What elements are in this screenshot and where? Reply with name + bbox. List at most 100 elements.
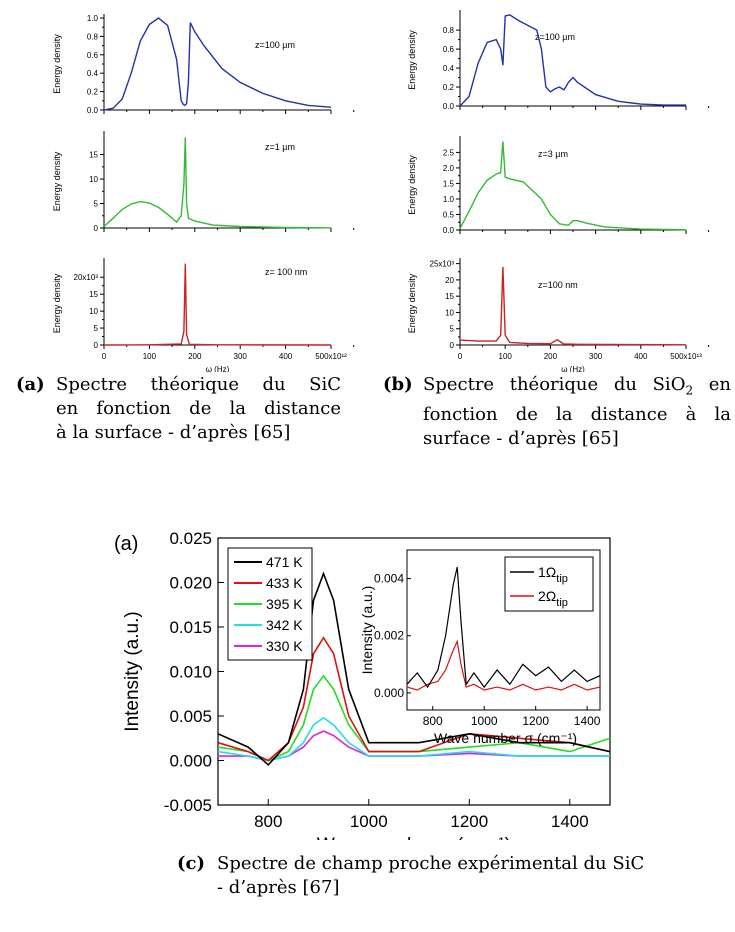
legend-label: 471 K [266,554,303,570]
inset-plot: 0.004 0.002 0.000 800 1000 1200 1400 Intensity … [359,549,601,746]
caption-b-tag: (b) [383,374,413,395]
z-annotation: z=3 µm [538,149,568,159]
y-axis-label: Energy density [407,30,417,90]
figB-subplot-1: 0.0 0.2 0.4 0.6 0.8 Energy density z=100 µm [407,10,710,111]
legend-label: 342 K [266,617,303,633]
x-tick-label: 400 [634,352,648,361]
x-tick-label: 500x10¹³ [670,352,702,361]
y-tick-label: 5 [94,324,99,333]
y-tick-label: 0.4 [443,64,455,73]
caption-b-line-1: Spectre théorique du SiO2 en [423,374,731,398]
figA-subplot-2: 0 5 10 15 Energy density z=1 µm [52,131,355,233]
x-tick-label: 200 [188,352,202,361]
inset-y-axis-label: Intensity (a.u.) [359,586,375,675]
x-axis-label: Wave number σ (cm⁻¹) [317,835,511,840]
y-tick-label: 0.5 [443,210,455,219]
inset-series-line-0 [406,566,601,689]
x-tick-label: 1000 [350,812,388,831]
y-axis-label: Intensity (a.u.) [122,611,143,731]
y-tick-label: 0.010 [169,663,212,682]
y-tick-label: 0.0 [443,102,455,111]
y-tick-label: 0 [450,341,455,350]
z-annotation: z=100 µm [535,32,575,42]
x-tick-label: 1200 [450,812,488,831]
x-tick-label: 0 [102,352,107,361]
series-line-3 [217,716,610,762]
x-tick-label: 200 [544,352,558,361]
y-tick-label: 0.015 [169,618,212,637]
legend-label: 395 K [266,596,303,612]
y-tick-label: 15 [89,151,98,160]
y-tick-label: 20 [445,276,454,285]
inset-x-tick-label: 1200 [522,714,549,728]
y-tick-label: 5 [450,325,455,334]
caption-b-line-3: surface - d’après [65] [423,427,619,449]
y-tick-label: 0.6 [443,45,455,54]
figA-subplot-3: 0 5 10 15 20x10³ Energy density z= 100 nm [52,258,355,350]
energy-density-curve [103,263,332,346]
energy-density-curve [459,266,687,346]
y-tick-label: 0.005 [169,707,212,726]
y-tick-label: 25x10³ [430,260,455,269]
y-tick-label: 0 [94,341,99,350]
inset-x-tick-label: 1000 [471,714,498,728]
y-tick-label: 10 [445,308,454,317]
y-tick-label: 0.025 [169,529,212,548]
y-tick-label: 0 [94,224,99,233]
caption-a-tag: (a) [16,374,45,395]
x-tick-label: 300 [234,352,248,361]
z-annotation: z=100 µm [255,40,295,50]
figB-subplot-2: 0.0 0.5 1.0 1.5 2.0 2.5 Energy density z=3 µm [407,136,710,235]
y-tick-label: 0.2 [443,83,455,92]
y-tick-label: 1.0 [87,14,99,23]
y-tick-label: 0.8 [87,32,99,41]
inset-legend-label: 1Ωtip [538,564,568,585]
y-tick-label: 0.020 [169,574,212,593]
x-tick-label: 1400 [551,812,589,831]
figure-c-near-field-spectrum: 0.025 0.020 0.015 0.010 0.005 0.000 -0.005 800 1… [114,529,611,840]
inset-x-tick-label: 800 [423,714,443,728]
energy-density-curve [103,17,332,111]
x-axis-label: ω (Hz) [561,365,585,372]
series-line-1 [217,636,611,762]
y-axis-label: Energy density [52,34,62,94]
caption-c-tag: (c) [177,853,205,874]
inset-x-axis-label: Wave number σ (cm⁻¹) [434,730,577,746]
inset-x-tick-label: 1400 [574,714,601,728]
y-axis-label: Energy density [407,155,417,215]
y-axis-label: Energy density [52,273,62,333]
figA-subplot-1: 0.0 0.2 0.4 0.6 0.8 1.0 Energy density z=100 µm [52,14,355,115]
y-tick-label: 2.5 [443,148,455,157]
y-tick-label: 0.0 [443,226,455,235]
panel-label: (a) [114,533,138,555]
z-annotation: z=100 nm [538,280,578,290]
caption-c-line-1: Spectre de champ proche expérimental du … [217,853,645,874]
figB-subplot-3: 0 5 10 15 20 25x10³ Energy density z=100 nm [407,258,710,350]
inset-legend-label: 2Ωtip [538,588,568,609]
energy-density-curve [459,14,686,107]
energy-density-curve [459,141,687,231]
y-tick-label: 20x10³ [74,273,99,282]
x-tick-label: 500x10¹² [315,352,347,361]
y-axis-label: Energy density [52,151,62,211]
x-tick-label: 0 [458,352,463,361]
y-tick-label: 1.0 [443,195,455,204]
x-tick-label: 100 [499,352,513,361]
y-tick-label: 0.6 [87,51,99,60]
y-tick-label: 0.0 [87,106,99,115]
y-tick-label: 1.5 [443,179,455,188]
y-tick-label: 5 [94,200,99,209]
x-tick-label: 100 [143,352,157,361]
x-tick-label: 800 [254,812,282,831]
y-tick-label: 15 [89,290,98,299]
main-plot: 0.025 0.020 0.015 0.010 0.005 0.000 -0.005 800 1… [114,529,611,840]
energy-density-curve [103,137,332,229]
y-tick-label: 0.2 [87,88,99,97]
x-tick-label: 400 [279,352,293,361]
caption-b-line-2: fonction de la distance à la [423,403,731,425]
y-axis-label: Energy density [407,273,417,333]
legend: 471 K 433 K 395 K 342 K 330 K [227,547,313,661]
inset-y-tick-label: 0.000 [374,686,404,700]
caption-c-line-2: - d’après [67] [217,877,340,898]
